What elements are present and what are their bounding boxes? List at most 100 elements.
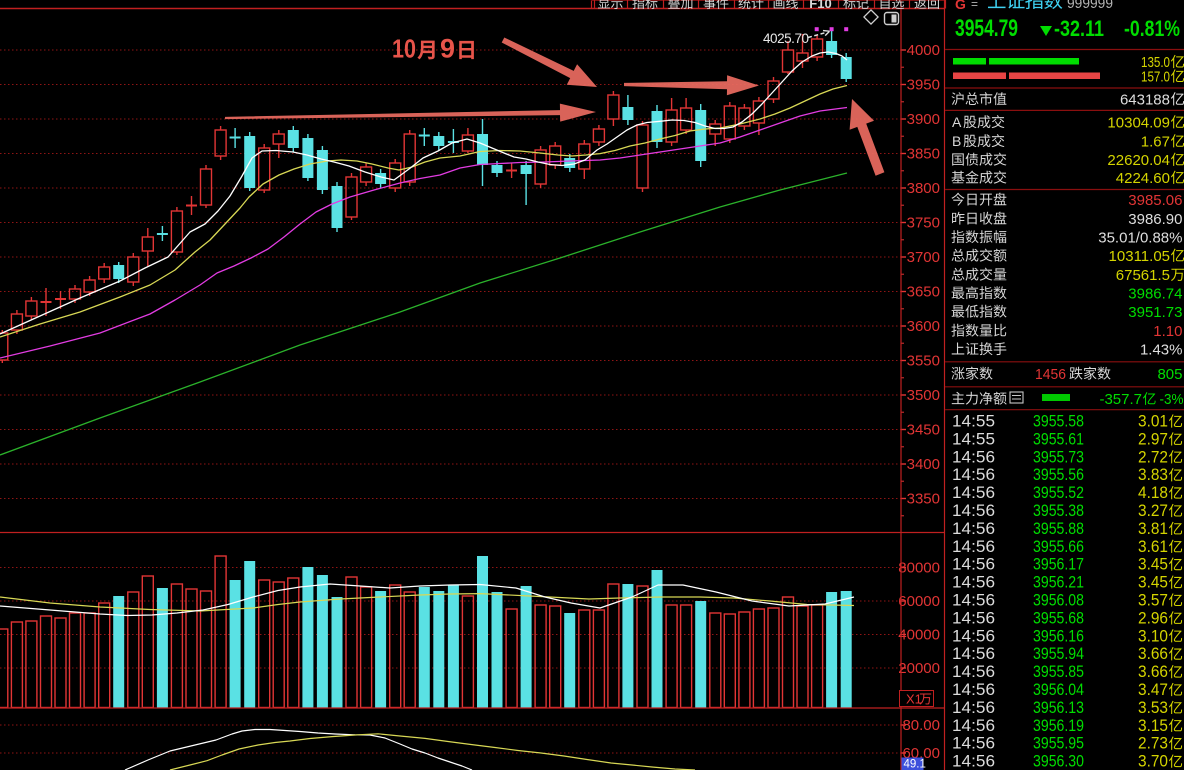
svg-text:135.0: 135.0 [1141,54,1170,71]
svg-text:-357.7: -357.7 [1099,391,1142,408]
svg-text:14:56: 14:56 [952,484,995,502]
svg-text:3956.30: 3956.30 [1033,753,1084,770]
svg-text:3955.88: 3955.88 [1033,520,1084,538]
svg-text:3900: 3900 [907,111,940,128]
svg-text:3.70: 3.70 [1138,753,1168,770]
svg-text:2.97: 2.97 [1138,430,1168,448]
svg-text:14:55: 14:55 [952,430,995,448]
svg-text:=: = [971,0,978,11]
svg-text:14:56: 14:56 [952,753,995,770]
svg-text:X1: X1 [906,692,922,707]
svg-text:14:56: 14:56 [952,448,995,466]
svg-text:3.53: 3.53 [1138,699,1168,717]
svg-text:3950: 3950 [907,77,940,94]
svg-text:2.72: 2.72 [1138,448,1168,466]
svg-text:G: G [955,0,966,12]
svg-text:3956.16: 3956.16 [1033,627,1084,645]
svg-text:3800: 3800 [907,180,940,197]
svg-text:4.18: 4.18 [1138,484,1168,502]
svg-text:3954.79: 3954.79 [955,15,1018,42]
svg-text:9: 9 [440,34,455,64]
svg-text:3400: 3400 [907,456,940,473]
svg-text:3.27: 3.27 [1138,502,1168,520]
svg-text:2.73: 2.73 [1138,735,1168,753]
svg-text:14:56: 14:56 [952,502,995,520]
svg-text:3.61: 3.61 [1138,538,1168,556]
svg-text:14:56: 14:56 [952,574,995,592]
svg-text:3955.95: 3955.95 [1033,735,1084,753]
svg-text:3.66: 3.66 [1138,645,1168,663]
svg-text:805: 805 [1157,366,1182,383]
svg-text:14:56: 14:56 [952,466,995,484]
svg-text:80.00: 80.00 [902,717,940,734]
svg-text:20000: 20000 [898,660,940,677]
svg-text:3955.52: 3955.52 [1033,484,1084,502]
svg-text:4224.60: 4224.60 [1116,170,1170,187]
svg-text:3600: 3600 [907,318,940,335]
svg-text:67561.5: 67561.5 [1116,267,1170,284]
svg-text:3750: 3750 [907,215,940,232]
svg-text:14:56: 14:56 [952,627,995,645]
svg-text:-32.11: -32.11 [1054,16,1104,41]
svg-text:3956.19: 3956.19 [1033,717,1084,735]
svg-text:14:56: 14:56 [952,681,995,699]
svg-text:1.67: 1.67 [1141,133,1170,150]
svg-text:3955.38: 3955.38 [1033,502,1084,520]
svg-text:3450: 3450 [907,422,940,439]
svg-text:14:56: 14:56 [952,699,995,717]
svg-text:3500: 3500 [907,387,940,404]
svg-text:-0.81%: -0.81% [1124,16,1180,41]
svg-text:3955.56: 3955.56 [1033,466,1084,484]
svg-text:3350: 3350 [907,491,940,508]
svg-text:3650: 3650 [907,284,940,301]
svg-text:14:56: 14:56 [952,556,995,574]
svg-text:999999: 999999 [1067,0,1113,12]
svg-text:60000: 60000 [898,593,940,610]
svg-text:35.01/0.88%: 35.01/0.88% [1098,229,1182,246]
svg-text:1.43%: 1.43% [1140,341,1183,358]
svg-text:3.47: 3.47 [1138,681,1168,699]
svg-text:4025.70: 4025.70 [763,31,809,46]
svg-text:3956.17: 3956.17 [1033,556,1084,574]
svg-text:643188: 643188 [1120,91,1170,108]
svg-text:22620.04: 22620.04 [1107,152,1170,169]
svg-text:F10: F10 [809,0,831,11]
svg-text:-3%: -3% [1160,391,1184,408]
svg-text:3.45: 3.45 [1138,574,1168,592]
svg-text:14:56: 14:56 [952,663,995,681]
svg-text:3955.61: 3955.61 [1033,430,1084,448]
svg-text:4000: 4000 [907,42,940,59]
svg-text:3986.90: 3986.90 [1128,211,1182,228]
svg-text:3.15: 3.15 [1138,717,1168,735]
svg-text:3.10: 3.10 [1138,627,1168,645]
svg-text:3956.04: 3956.04 [1033,681,1084,699]
svg-text:10304.09: 10304.09 [1107,114,1170,131]
svg-text:3.81: 3.81 [1138,520,1168,538]
svg-text:3.83: 3.83 [1138,466,1168,484]
svg-text:3.01: 3.01 [1138,413,1168,431]
svg-text:14:55: 14:55 [952,413,995,431]
svg-text:3956.08: 3956.08 [1033,592,1084,610]
svg-text:3955.68: 3955.68 [1033,609,1084,627]
svg-text:3700: 3700 [907,249,940,266]
svg-text:3850: 3850 [907,146,940,163]
svg-text:3955.58: 3955.58 [1033,413,1084,431]
svg-text:14:56: 14:56 [952,645,995,663]
svg-text:3956.13: 3956.13 [1033,699,1084,717]
svg-text:80000: 80000 [898,560,940,577]
svg-text:10311.05: 10311.05 [1109,248,1170,265]
svg-text:3955.66: 3955.66 [1033,538,1084,556]
svg-text:3.45: 3.45 [1138,556,1168,574]
svg-text:3955.73: 3955.73 [1033,448,1084,466]
svg-text:3550: 3550 [907,353,940,370]
svg-text:14:56: 14:56 [952,735,995,753]
svg-text:3985.06: 3985.06 [1128,192,1182,209]
svg-text:A: A [952,114,962,130]
svg-text:3.66: 3.66 [1138,663,1168,681]
svg-text:3951.73: 3951.73 [1128,304,1182,321]
svg-text:3955.94: 3955.94 [1033,645,1084,663]
svg-text:49.1: 49.1 [904,759,926,770]
svg-text:14:56: 14:56 [952,609,995,627]
svg-text:1456: 1456 [1035,366,1066,383]
svg-text:14:56: 14:56 [952,592,995,610]
